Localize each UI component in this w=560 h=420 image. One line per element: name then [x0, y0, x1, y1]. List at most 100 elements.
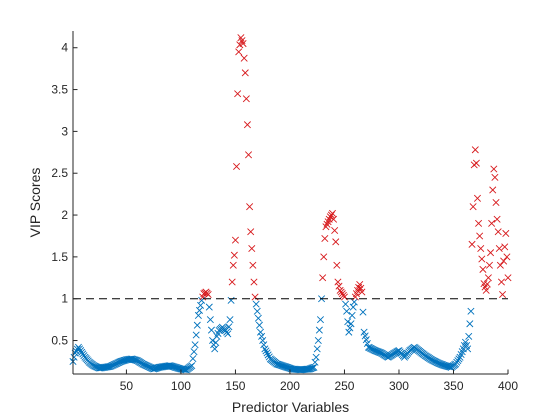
data-point — [477, 244, 485, 253]
data-point — [250, 278, 258, 286]
data-point — [321, 234, 329, 242]
data-point — [192, 331, 200, 339]
data-point — [335, 282, 343, 290]
data-point — [240, 54, 248, 62]
y-tick-label: 4 — [61, 41, 68, 55]
data-point — [502, 229, 510, 237]
data-point — [475, 219, 483, 227]
data-point — [243, 121, 251, 129]
y-axis-title: VIP Scores — [27, 168, 43, 238]
data-point — [468, 240, 476, 248]
y-tick-label: 0.5 — [51, 334, 68, 348]
data-point — [316, 316, 324, 324]
data-point — [495, 244, 503, 253]
data-point — [246, 203, 254, 211]
data-point — [487, 249, 495, 257]
data-point — [308, 364, 316, 372]
y-tick-label: 1 — [61, 292, 68, 306]
data-point — [345, 328, 353, 336]
data-point — [492, 198, 500, 207]
data-point — [491, 173, 499, 181]
data-point — [70, 353, 78, 361]
data-point — [231, 236, 239, 244]
data-point — [312, 353, 320, 361]
data-point — [252, 300, 260, 308]
data-point — [224, 330, 232, 338]
data-point — [254, 314, 262, 322]
data-point — [332, 238, 340, 246]
data-point — [330, 215, 338, 223]
data-point — [476, 232, 484, 240]
data-point — [467, 307, 475, 315]
x-tick-label: 300 — [389, 379, 409, 393]
data-point — [233, 163, 241, 171]
data-point — [319, 274, 327, 282]
data-point — [225, 323, 233, 331]
data-point — [255, 321, 263, 329]
data-point — [253, 307, 261, 315]
data-point — [343, 307, 351, 315]
data-point — [207, 326, 215, 334]
data-point — [262, 347, 270, 355]
data-point — [190, 348, 198, 356]
data-point — [189, 355, 197, 363]
data-point — [242, 95, 250, 103]
data-point — [499, 291, 507, 299]
data-point — [309, 364, 317, 372]
data-point — [315, 326, 323, 334]
data-point — [322, 223, 330, 231]
data-point — [247, 228, 255, 236]
data-point — [478, 255, 486, 263]
x-tick-label: 200 — [280, 379, 300, 393]
data-point — [204, 291, 212, 299]
data-point — [485, 261, 493, 269]
data-point — [466, 320, 474, 328]
data-point — [445, 363, 453, 371]
data-point — [465, 332, 473, 340]
data-point — [489, 186, 497, 194]
data-point — [346, 324, 354, 332]
data-point — [234, 90, 242, 98]
data-point — [229, 261, 237, 269]
data-point — [241, 69, 249, 77]
data-point — [331, 227, 339, 235]
data-point — [228, 278, 236, 286]
data-point — [504, 274, 512, 282]
data-point — [249, 261, 257, 269]
y-tick-label: 1.5 — [51, 250, 68, 264]
data-point — [344, 318, 352, 326]
data-point — [469, 203, 477, 211]
data-point — [211, 345, 219, 353]
data-point — [472, 159, 480, 167]
data-point — [347, 320, 355, 328]
data-point — [191, 341, 199, 349]
data-point — [488, 219, 496, 227]
data-point — [503, 253, 511, 261]
x-tick-label: 100 — [171, 379, 191, 393]
data-point — [376, 349, 384, 357]
data-point — [500, 257, 508, 265]
data-point — [320, 253, 328, 261]
data-point — [245, 151, 253, 159]
data-point — [212, 339, 220, 347]
x-tick-label: 250 — [334, 379, 354, 393]
data-point — [494, 228, 502, 236]
data-point — [324, 218, 332, 226]
data-point — [259, 337, 267, 345]
data-point — [473, 194, 481, 202]
data-point — [302, 365, 310, 373]
data-point — [342, 300, 350, 308]
data-point — [358, 288, 366, 296]
data-point — [483, 280, 491, 288]
data-point — [348, 311, 356, 319]
data-point — [226, 316, 234, 324]
data-point — [482, 286, 490, 294]
data-point — [333, 261, 341, 269]
data-point — [188, 362, 196, 370]
y-tick-label: 3.5 — [51, 83, 68, 97]
data-point — [132, 356, 140, 364]
data-point — [496, 261, 504, 269]
data-point — [261, 345, 269, 353]
y-tick-label: 3 — [61, 124, 68, 138]
